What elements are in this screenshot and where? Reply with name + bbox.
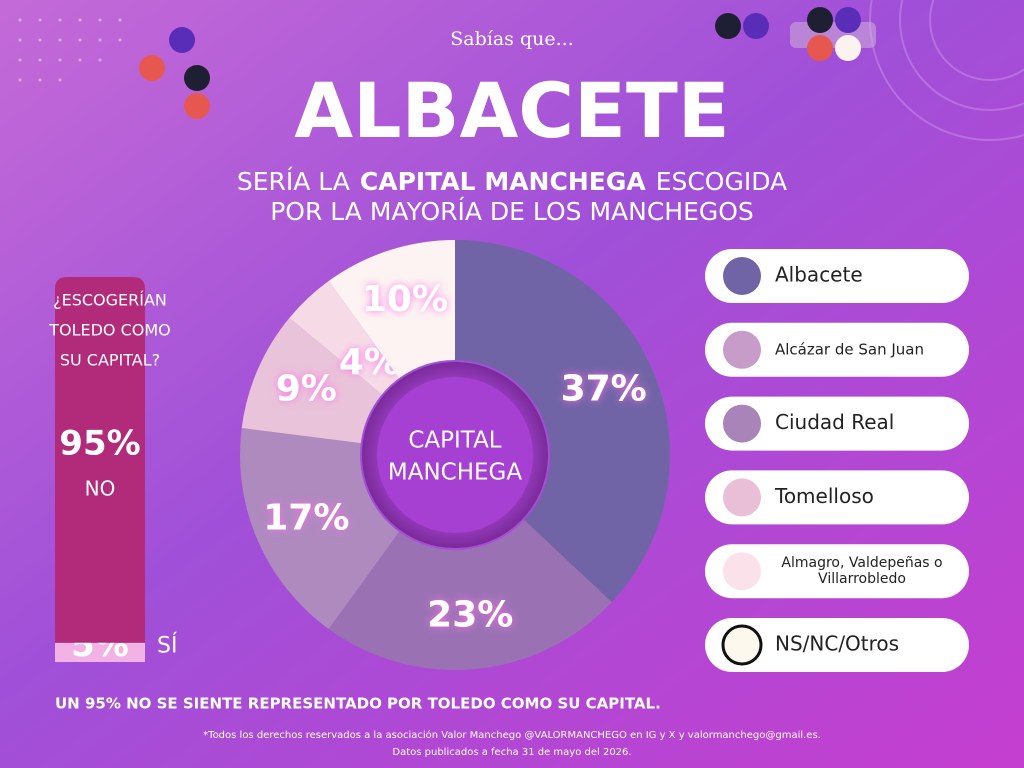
segment-label: 17% [263, 497, 349, 538]
decor-shapes [139, 0, 1024, 141]
legend-label: Tomelloso [774, 484, 874, 508]
donut-segment [240, 428, 400, 629]
title: ALBACETE [294, 66, 729, 155]
legend-label: Almagro, Valdepeñas o Villarrobledo [781, 555, 942, 587]
bar-title: ¿ESCOGERÍAN [53, 291, 167, 310]
donut-hole-inner [377, 377, 533, 533]
bar-segment [55, 642, 145, 662]
donut-segment [328, 520, 612, 671]
legend-swatch [723, 330, 761, 369]
segment-label: 23% [427, 594, 513, 635]
legend-pill [705, 544, 969, 599]
legend-swatch [723, 552, 761, 591]
donut-segment [241, 317, 382, 444]
dot-pattern [18, 18, 122, 82]
subtitle-line: SERÍA LA CAPITAL MANCHEGA ESCOGIDA [237, 167, 787, 196]
kicker: Sabías que... [450, 28, 573, 50]
legend-label-line: Villarrobledo [818, 571, 906, 587]
segment-label: 10% [362, 279, 448, 320]
legend-swatch [723, 257, 761, 295]
donut-segment [328, 240, 455, 379]
subtitle-part: ESCOGIDA [656, 167, 787, 196]
legend-label: NS/NC/Otros [775, 632, 899, 656]
legend-swatch [723, 404, 761, 443]
center-label: MANCHEGA [388, 460, 522, 486]
legend-swatch [723, 478, 761, 517]
donut-segment [455, 240, 670, 603]
footnote: *Todos los derechos reservados a la asoc… [203, 729, 821, 741]
bar-category-label: SÍ [157, 632, 177, 658]
bar-value-label: 95% [59, 423, 140, 463]
legend-pill [705, 322, 969, 377]
legend-pill [705, 618, 969, 672]
subtitle-line: POR LA MAYORÍA DE LOS MANCHEGOS [270, 197, 754, 226]
bar-title: SU CAPITAL? [60, 351, 160, 370]
legend: Albacete Alcázar de San Juan Ciudad Real To… [705, 249, 969, 672]
bar-category-label: NO [85, 476, 116, 500]
legend-swatch [721, 624, 763, 666]
footnote: Datos publicados a fecha 31 de mayo del … [392, 747, 631, 758]
bar-segment [55, 277, 145, 643]
subtitle-part: SERÍA LA [237, 167, 350, 196]
segment-label: 9% [276, 369, 337, 410]
center-label: CAPITAL [408, 428, 501, 454]
subtitle-emphasis: CAPITAL MANCHEGA [360, 167, 646, 196]
donut-segment [289, 281, 400, 395]
segment-label: 37% [561, 369, 647, 410]
legend-label: Albacete [775, 263, 863, 287]
legend-label-line: Almagro, Valdepeñas o [781, 555, 942, 571]
legend-label: Ciudad Real [775, 410, 894, 434]
legend-pill [705, 470, 969, 525]
bar-title: TOLEDO COMO [48, 321, 171, 340]
legend-pill [705, 249, 969, 303]
legend-label: Alcázar de San Juan [775, 340, 924, 358]
legend-pill [705, 396, 969, 451]
footer-note: UN 95% NO SE SIENTE REPRESENTADO POR TOL… [55, 695, 661, 713]
